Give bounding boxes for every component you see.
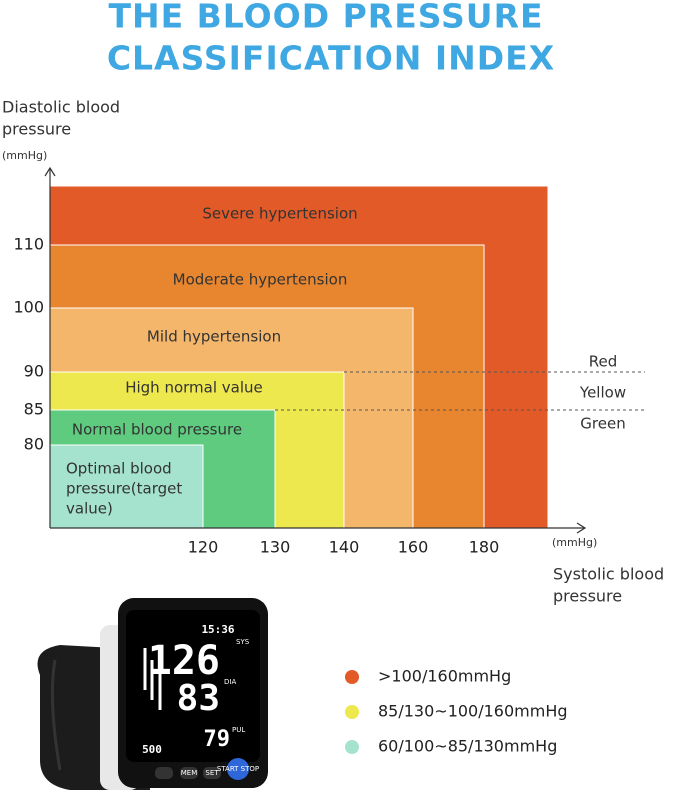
y-tick-label: 90 [24, 362, 44, 381]
x-tick-label: 180 [469, 538, 500, 557]
device-button: START STOP [217, 765, 259, 773]
zone-label: High normal value [125, 379, 263, 397]
zone-label: Mild hypertension [147, 328, 281, 346]
x-tick-label: 140 [329, 538, 360, 557]
device-dia: 83 [177, 678, 220, 719]
band-label: Green [580, 415, 625, 433]
zone-label: Normal blood pressure [72, 421, 242, 439]
device-button: SET [205, 769, 219, 777]
device-pul: 79 [204, 727, 231, 752]
band-label: Red [589, 353, 618, 371]
zone-label: Optimal blood [66, 460, 172, 478]
y-tick-label: 110 [13, 235, 44, 254]
x-axis-label: pressure [553, 587, 622, 606]
legend-dot [345, 740, 359, 754]
x-axis-unit: (mmHg) [552, 536, 597, 549]
y-axis-label: Diastolic blood [2, 98, 120, 117]
legend-dot [345, 705, 359, 719]
device-memory: 500 [142, 743, 162, 756]
x-tick-label: 160 [398, 538, 429, 557]
zone-label: pressure(target [66, 480, 182, 498]
title: CLASSIFICATION INDEX [107, 39, 555, 78]
legend-label: 85/130~100/160mmHg [378, 702, 568, 721]
device-time: 15:36 [201, 623, 234, 636]
axes [44, 166, 587, 534]
zone-label: Moderate hypertension [173, 271, 348, 289]
x-tick-label: 120 [188, 538, 219, 557]
zone-optimal [50, 445, 203, 528]
x-axis-label: Systolic blood [553, 565, 664, 584]
zone-label: Severe hypertension [202, 205, 357, 223]
device-pul-label: PUL [232, 726, 245, 734]
device: 126 83 79 SYS DIA PUL 15:36 500 MEM SET … [37, 598, 268, 790]
zone-label: value) [66, 500, 113, 518]
y-tick-label: 80 [24, 435, 44, 454]
legend-dot [345, 670, 359, 684]
y-tick-label: 100 [13, 298, 44, 317]
device-dia-label: DIA [224, 678, 236, 686]
title: THE BLOOD PRESSURE [108, 0, 543, 36]
y-axis-label: pressure [2, 120, 71, 139]
legend-label: 60/100~85/130mmHg [378, 737, 557, 756]
x-tick-label: 130 [260, 538, 291, 557]
y-axis-unit: (mmHg) [2, 149, 47, 162]
device-button: MEM [181, 769, 198, 777]
legend-label: >100/160mmHg [378, 667, 511, 686]
device-sys-label: SYS [236, 638, 250, 646]
y-tick-label: 85 [24, 400, 44, 419]
band-label: Yellow [579, 384, 626, 402]
